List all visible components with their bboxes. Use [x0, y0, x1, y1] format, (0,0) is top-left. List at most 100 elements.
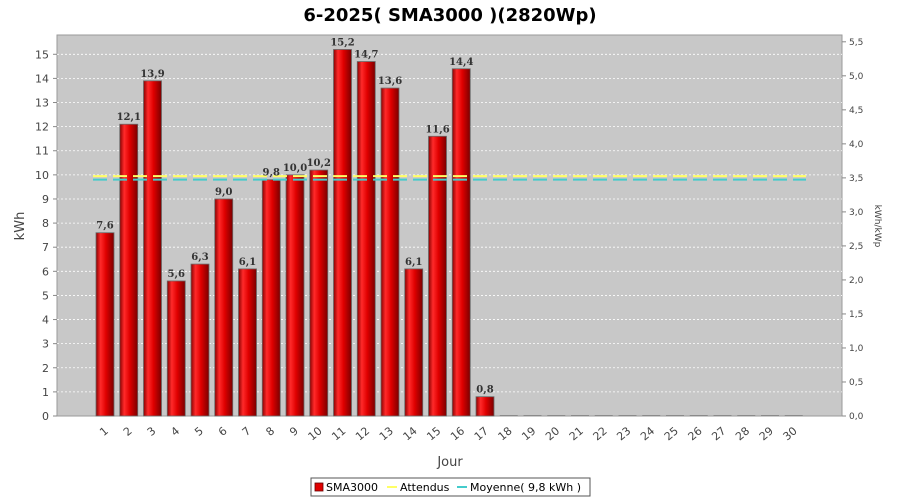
plot-area	[56, 34, 843, 417]
y-tick-label: 6	[42, 265, 49, 278]
y-tick-label: 8	[42, 217, 49, 230]
y-right-tick-label: 4,5	[849, 106, 863, 116]
x-tick-label: 4	[168, 424, 182, 438]
x-tick-label: 3	[145, 424, 159, 438]
bar-day-12	[356, 61, 376, 417]
bar-day-8	[261, 179, 281, 417]
data-label-day-9: 10,0	[283, 163, 307, 174]
x-tick-label: 8	[263, 424, 277, 438]
x-tick-label: 10	[306, 424, 325, 443]
x-tick-label: 12	[353, 424, 372, 443]
x-tick-label: 19	[519, 424, 538, 443]
legend-box	[310, 477, 591, 497]
y-tick-label: 9	[42, 193, 49, 206]
legend: SMA3000 Attendus Moyenne( 9,8 kWh )	[310, 477, 591, 497]
data-label-day-1: 7,6	[96, 221, 113, 232]
y-right-tick-label: 0,5	[849, 378, 863, 388]
data-label-day-4: 5,6	[168, 269, 185, 280]
y-right-tick-label: 3,5	[849, 174, 863, 184]
bars	[95, 49, 803, 417]
x-tick-label: 5	[192, 424, 206, 438]
data-label-day-6: 9,0	[215, 187, 232, 198]
x-tick-label: 13	[377, 424, 396, 443]
data-label-day-8: 9,8	[263, 168, 280, 179]
x-tick-label: 25	[662, 424, 681, 443]
x-tick-label: 29	[757, 424, 776, 443]
y-tick-label: 10	[35, 169, 49, 182]
y-right-tick-label: 1,5	[849, 310, 863, 320]
legend-label-sma3000: SMA3000	[326, 481, 378, 494]
y-tick-label: 12	[35, 121, 49, 134]
y-right-tick-label: 2,5	[849, 242, 863, 252]
x-tick-label: 24	[638, 424, 657, 443]
legend-swatch-sma3000	[314, 482, 324, 492]
y-axis-right: 0,0 0,5 1,0 1,5 2,0 2,5 3,0 3,5 4,0 4,5 5,0 5,5	[842, 38, 864, 422]
y-tick-label: 0	[42, 410, 49, 423]
legend-label-attendus: Attendus	[400, 481, 450, 494]
x-tick-label: 17	[472, 424, 491, 443]
x-tick-label: 16	[448, 424, 467, 443]
x-tick-label: 22	[591, 424, 610, 443]
y-tick-label: 13	[35, 97, 49, 110]
x-tick-label: 21	[567, 424, 586, 443]
bar-day-1	[95, 232, 115, 417]
bar-day-6	[214, 198, 234, 417]
bar-day-10	[309, 169, 329, 417]
y-tick-label: 11	[35, 145, 49, 158]
data-label-day-17: 0,8	[476, 385, 493, 396]
x-tick-label: 7	[240, 424, 254, 438]
x-tick-label: 18	[496, 424, 515, 443]
data-label-day-16: 14,4	[449, 57, 473, 68]
data-label-day-11: 15,2	[330, 37, 354, 48]
bar-day-2	[119, 123, 139, 417]
x-tick-label: 11	[329, 424, 348, 443]
y-tick-label: 14	[35, 72, 49, 85]
y-tick-label: 1	[42, 386, 49, 399]
data-label-day-14: 6,1	[405, 257, 422, 268]
y-axis-right-title: kWh/kWp	[872, 205, 882, 248]
y-tick-label: 3	[42, 338, 49, 351]
y-right-tick-label: 1,0	[849, 344, 864, 354]
bar-day-17	[475, 396, 495, 417]
chart-title: 6-2025( SMA3000 )(2820Wp)	[303, 5, 596, 26]
data-label-day-3: 13,9	[140, 69, 164, 80]
x-tick-label: 14	[401, 424, 420, 443]
bar-day-3	[143, 80, 162, 417]
bar-day-15	[428, 135, 447, 417]
bar-day-9	[285, 174, 305, 417]
data-label-day-2: 12,1	[117, 112, 141, 123]
y-right-tick-label: 2,0	[849, 276, 864, 286]
y-tick-label: 2	[42, 362, 49, 375]
y-tick-label: 5	[42, 289, 49, 302]
data-label-day-12: 14,7	[354, 50, 378, 61]
y-right-tick-label: 5,0	[849, 72, 864, 82]
grid-lines	[57, 53, 842, 393]
bar-day-5	[190, 263, 210, 417]
bar-day-7	[238, 268, 257, 417]
legend-label-moyenne: Moyenne( 9,8 kWh )	[470, 481, 581, 494]
x-axis-title: Jour	[436, 455, 463, 470]
x-axis: 1 2 3 4 5 6 7 8 9 10 11 12 13 14 15 16 17 18 19 20 21 22 23 24 2…	[97, 424, 799, 443]
data-label-day-13: 13,6	[378, 76, 402, 87]
y-tick-label: 15	[35, 48, 49, 61]
x-tick-label: 30	[781, 424, 800, 443]
x-tick-label: 26	[686, 424, 705, 443]
y-right-tick-label: 3,0	[849, 208, 864, 218]
bar-day-16	[451, 68, 471, 417]
data-labels: 7,612,113,95,66,39,06,19,8 10,0 10,215,214…	[96, 37, 493, 395]
x-tick-label: 9	[287, 424, 301, 438]
bar-day-14	[404, 268, 424, 417]
y-right-tick-label: 4,0	[849, 140, 864, 150]
data-label-day-7: 6,1	[239, 257, 256, 268]
bar-day-11	[333, 49, 352, 417]
x-tick-label: 6	[216, 424, 230, 438]
y-right-tick-label: 5,5	[849, 38, 863, 48]
x-tick-label: 27	[709, 424, 728, 443]
data-label-day-5: 6,3	[191, 252, 208, 263]
y-tick-label: 4	[42, 314, 49, 327]
y-axis-title: kWh	[13, 212, 28, 241]
bar-day-13	[380, 87, 400, 417]
x-tick-label: 15	[424, 424, 443, 443]
